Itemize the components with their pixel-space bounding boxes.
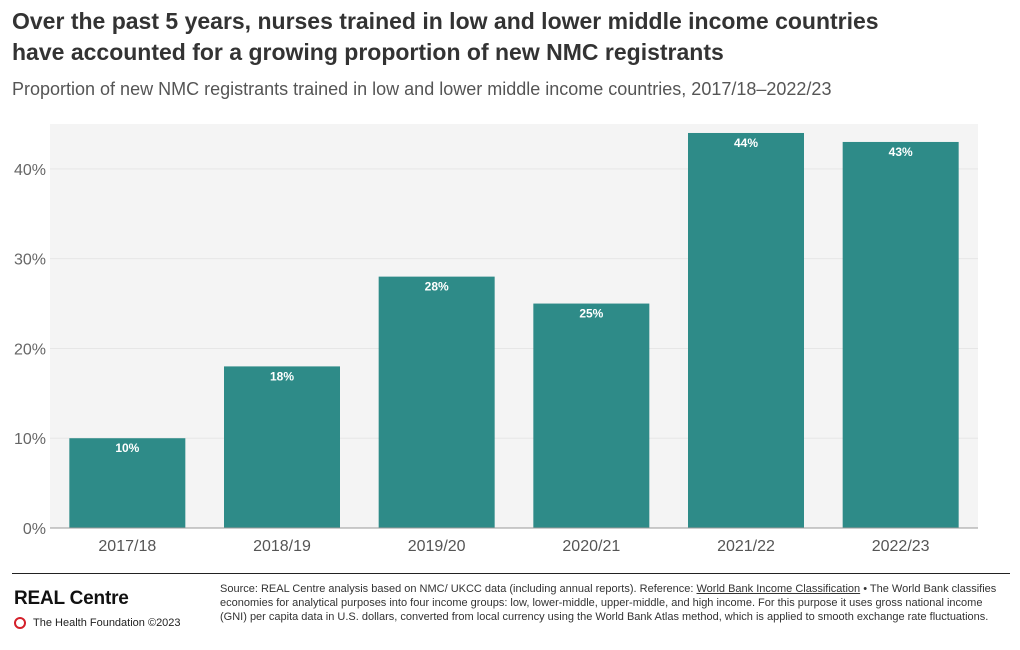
y-tick-label: 20% (14, 341, 46, 358)
data-label: 10% (115, 441, 139, 455)
x-tick-label: 2018/19 (253, 538, 311, 555)
bar (688, 132, 804, 528)
x-tick-label: 2017/18 (98, 538, 156, 555)
bar-chart: 0% 10% 20% 30% 40% 10% 2017/18 18% 2018/19 28% 201… (14, 124, 978, 555)
x-tick-label: 2019/20 (408, 538, 466, 555)
y-tick-label: 40% (14, 162, 46, 179)
organisation-credit: The Health Foundation ©2023 (14, 617, 181, 629)
source-note-intro: Source: REAL Centre analysis based on NM… (220, 583, 697, 595)
bar (533, 303, 650, 528)
bar (69, 438, 186, 528)
brand-name: REAL Centre (14, 588, 129, 609)
bar (378, 276, 495, 528)
y-tick-label: 10% (14, 431, 46, 448)
data-label: 43% (889, 145, 913, 159)
data-label: 18% (270, 369, 294, 383)
chart-title-line-2: have accounted for a growing proportion … (12, 39, 724, 65)
x-tick-label: 2020/21 (562, 538, 620, 555)
plot-background (50, 124, 978, 528)
data-label: 44% (734, 136, 758, 150)
y-tick-label: 30% (14, 252, 46, 269)
x-tick-label: 2022/23 (872, 538, 930, 555)
source-note: Source: REAL Centre analysis based on NM… (220, 582, 1012, 624)
chart-title: Over the past 5 years, nurses trained in… (12, 6, 1012, 68)
source-note-details: • The World Bank classifies economies fo… (220, 583, 997, 623)
x-tick-label: 2021/22 (717, 538, 775, 555)
data-label: 25% (579, 307, 603, 321)
y-tick-label: 0% (23, 521, 46, 538)
bar (842, 141, 959, 528)
data-label: 28% (425, 280, 449, 294)
chart-subtitle: Proportion of new NMC registrants traine… (12, 79, 832, 99)
organisation-credit-text: The Health Foundation ©2023 (33, 617, 181, 629)
world-bank-classification-link[interactable]: World Bank Income Classification (696, 583, 861, 595)
bar (224, 366, 340, 528)
chart-title-line-1: Over the past 5 years, nurses trained in… (12, 8, 879, 34)
health-foundation-logo-icon (14, 617, 26, 629)
footer-divider (12, 573, 1010, 574)
